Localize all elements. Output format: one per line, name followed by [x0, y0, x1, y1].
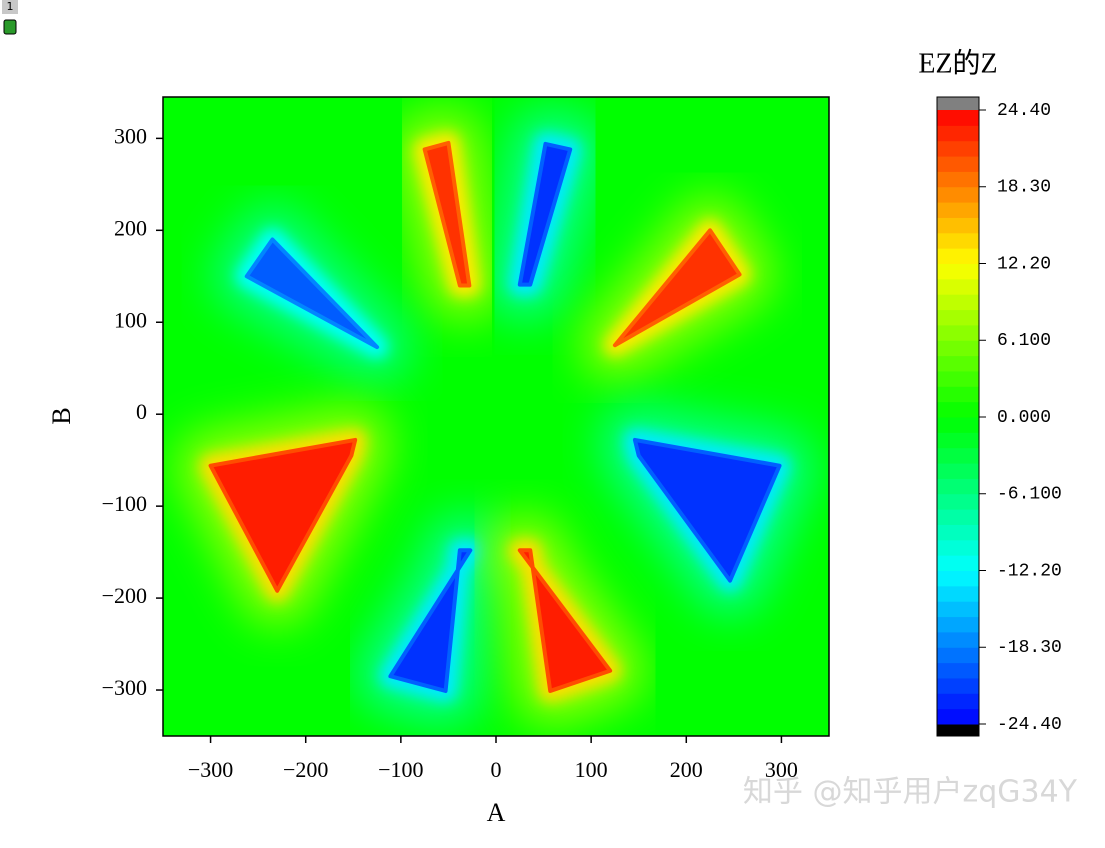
colorbar-level [937, 662, 979, 679]
colorbar-level [937, 447, 979, 464]
colorbar-level [937, 539, 979, 556]
feature-core [632, 437, 782, 583]
colorbar-level [937, 647, 979, 664]
feature-core [208, 437, 358, 593]
y-tick-label: −100 [102, 491, 147, 516]
colorbar-level [937, 432, 979, 449]
colorbar-level [937, 677, 979, 694]
heatmap-background [163, 97, 829, 736]
colorbar-title: EZ的Z [918, 47, 997, 79]
lock-icon [3, 19, 17, 35]
colorbar-tick-label: 0.000 [997, 408, 1051, 428]
colorbar-level [937, 493, 979, 510]
colorbar-level [937, 294, 979, 311]
badge: 1 [7, 0, 14, 13]
plot-area [163, 97, 829, 736]
colorbar-level [937, 232, 979, 249]
feature-core [612, 228, 742, 348]
colorbar-tick-label: -24.40 [997, 715, 1062, 735]
colorbar-level [937, 524, 979, 541]
y-tick-label: 300 [114, 123, 147, 148]
colorbar-level [937, 248, 979, 264]
colorbar-level [937, 386, 979, 403]
colorbar-tick-label: 18.30 [997, 178, 1051, 198]
colorbar-tick-label: -18.30 [997, 638, 1062, 658]
colorbar-tick-label: -6.100 [997, 485, 1062, 505]
colorbar-level [937, 278, 979, 295]
x-tick-label: −100 [378, 757, 423, 782]
colorbar-level [937, 693, 979, 710]
colorbar-level [937, 616, 979, 633]
colorbar-level [937, 125, 979, 142]
watermark: 知乎 @知乎用户zqG34Y [743, 775, 1078, 810]
colorbar-over [937, 97, 979, 110]
colorbar-level [937, 631, 979, 648]
colorbar-level [937, 585, 979, 602]
x-tick-label: −200 [283, 757, 328, 782]
colorbar-tick-label: 12.20 [997, 254, 1051, 274]
feature-core [517, 141, 573, 287]
feature-core [517, 548, 613, 693]
badge-box [2, 0, 18, 14]
feature-core [422, 140, 472, 288]
colorbar-under [937, 724, 979, 736]
feature-core [244, 237, 380, 350]
x-tick-label: 100 [575, 757, 608, 782]
x-tick-label: 0 [491, 757, 502, 782]
colorbar-level [937, 417, 979, 433]
y-tick-label: −300 [102, 675, 147, 700]
x-tick-label: 200 [670, 757, 703, 782]
colorbar-level [937, 463, 979, 479]
y-tick-label: 200 [114, 215, 147, 240]
colorbar-tick-label: 6.100 [997, 331, 1051, 351]
colorbar-level [937, 156, 979, 172]
x-axis-label: A [487, 798, 506, 827]
colorbar-level [937, 202, 979, 218]
colorbar-level [937, 601, 979, 618]
colorbar-level [937, 708, 979, 725]
colorbar-level [937, 370, 979, 387]
colorbar-level [937, 140, 979, 157]
colorbar-tick-label: -12.20 [997, 561, 1062, 581]
y-tick-label: 0 [136, 399, 147, 424]
colorbar-level [937, 263, 979, 280]
colorbar-level [937, 217, 979, 234]
colorbar-level [937, 324, 979, 341]
y-tick-label: 100 [114, 307, 147, 332]
colorbar-level [937, 509, 979, 525]
colorbar-level [937, 309, 979, 326]
colorbar-tick-label: 24.40 [997, 101, 1051, 121]
colorbar-level [937, 401, 979, 418]
feature-core [388, 548, 473, 693]
x-tick-label: −300 [188, 757, 233, 782]
colorbar-level [937, 171, 979, 188]
colorbar-level [937, 340, 979, 357]
x-tick-label: 300 [765, 757, 798, 782]
colorbar-level [937, 186, 979, 203]
colorbar-level [937, 355, 979, 372]
y-tick-label: −200 [102, 583, 147, 608]
colorbar-level [937, 555, 979, 571]
colorbar-level [937, 110, 979, 126]
colorbar-level [937, 570, 979, 587]
y-axis-label: B [47, 407, 76, 424]
colorbar-level [937, 478, 979, 495]
